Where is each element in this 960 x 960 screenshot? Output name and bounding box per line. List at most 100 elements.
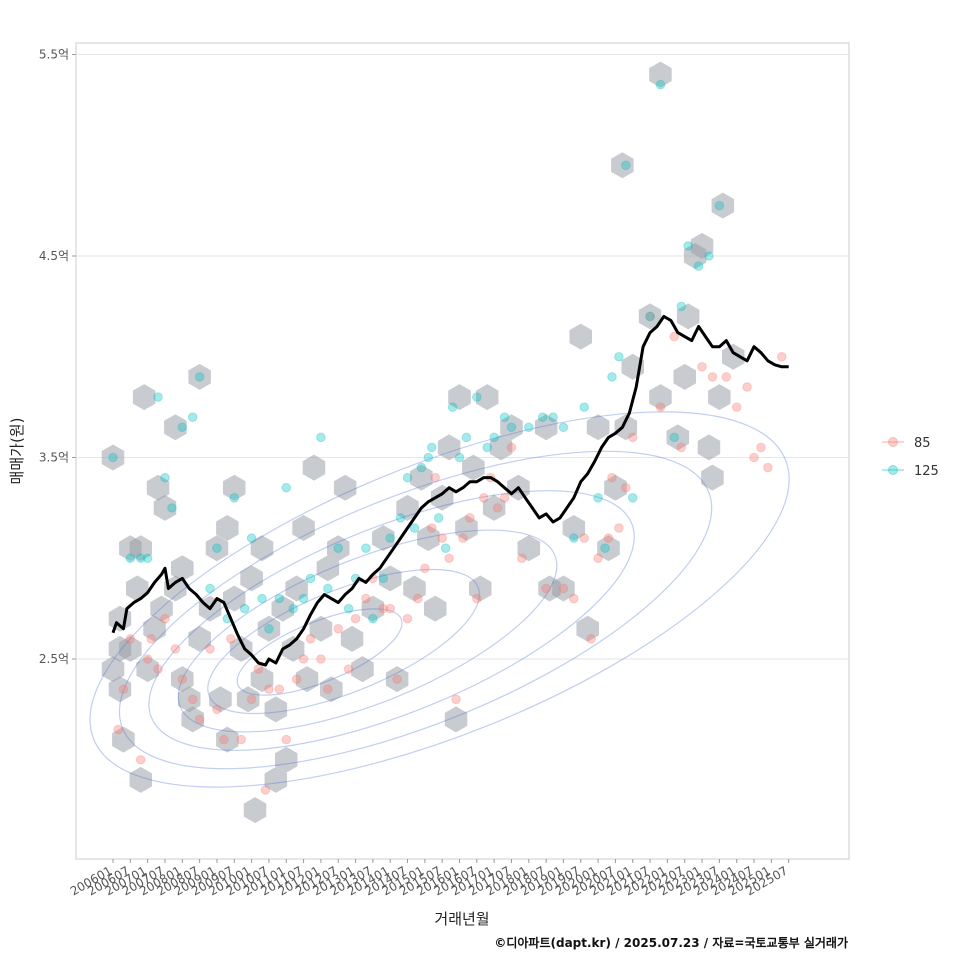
hexbin-cell	[302, 454, 326, 481]
point-series-125	[142, 553, 153, 564]
point-series-125	[395, 513, 406, 523]
hexbin-cell	[604, 474, 627, 501]
point-series-85	[593, 553, 603, 564]
hexbin-cell	[482, 494, 506, 521]
point-series-85	[478, 493, 489, 503]
point-series-85	[776, 351, 787, 362]
hexbin-cell	[430, 484, 454, 511]
hexbin-cell	[361, 595, 385, 622]
hexbin-cell	[236, 686, 260, 713]
hexbin-cell	[216, 515, 239, 541]
point-series-85	[170, 644, 181, 654]
point-series-85	[246, 694, 257, 705]
hexbin-cell	[476, 384, 499, 411]
hexbin-cell	[295, 666, 319, 693]
point-series-85	[517, 553, 527, 564]
hexbin-cell	[489, 434, 513, 461]
point-series-125	[167, 503, 177, 513]
point-series-85	[113, 724, 123, 735]
point-series-125	[579, 402, 590, 412]
hexbin-cell	[320, 676, 343, 703]
point-series-125	[343, 603, 354, 614]
point-series-125	[125, 553, 136, 564]
point-series-85	[160, 613, 170, 624]
point-series-85	[645, 311, 655, 322]
point-series-85	[426, 523, 437, 533]
hexbin-cell	[697, 434, 721, 461]
point-series-125	[239, 603, 250, 614]
density-contour	[118, 450, 713, 770]
hexbin-cell	[403, 575, 426, 602]
hexbin-cell	[223, 474, 246, 501]
hexbin-cell	[171, 666, 194, 693]
point-series-85	[281, 734, 292, 745]
legend: 85 125	[882, 436, 939, 479]
point-series-125	[433, 513, 444, 523]
point-series-125	[288, 603, 298, 614]
hexbin-cell	[188, 625, 211, 652]
hexbin-cell	[188, 363, 211, 390]
point-series-125	[368, 613, 378, 624]
hexbin-cell	[500, 414, 523, 441]
hexbin-cell	[597, 535, 620, 562]
point-series-85	[125, 634, 136, 644]
point-series-125	[160, 472, 170, 483]
point-series-125	[135, 553, 146, 564]
point-series-85	[402, 613, 413, 624]
hexbin-cell	[275, 746, 298, 773]
point-series-85	[274, 684, 285, 695]
point-series-125	[645, 311, 655, 322]
hexbin-cell	[701, 464, 724, 491]
hexbin-cell	[132, 384, 156, 411]
point-series-125	[655, 79, 666, 90]
point-series-85	[236, 734, 247, 745]
point-series-125	[440, 543, 451, 553]
point-series-85	[444, 553, 454, 564]
point-series-85	[707, 372, 718, 382]
point-series-125	[506, 422, 517, 433]
hexbin-cell	[171, 555, 194, 582]
point-series-125	[482, 442, 493, 453]
hexbin-cell	[250, 535, 274, 562]
point-series-85	[177, 674, 188, 684]
point-series-85	[749, 452, 759, 463]
point-series-125	[402, 472, 413, 483]
point-series-85	[492, 503, 503, 513]
point-series-125	[416, 462, 427, 473]
point-series-85	[669, 331, 680, 342]
point-series-125	[627, 493, 638, 503]
hexbin-cell	[316, 555, 340, 582]
hexbin-cell	[552, 575, 575, 602]
legend-swatch-125	[888, 465, 898, 475]
point-series-85	[558, 583, 569, 594]
point-series-85	[742, 382, 752, 392]
hexbin-cell	[569, 323, 592, 350]
point-series-125	[187, 412, 198, 423]
hexbin-cell	[146, 474, 170, 501]
point-series-85	[194, 714, 205, 725]
hexbin-cell	[112, 726, 135, 753]
hexbin-cell	[216, 726, 239, 753]
point-series-85	[350, 613, 361, 624]
point-series-85	[142, 654, 153, 664]
point-series-125	[489, 432, 499, 443]
hexbin-cell	[264, 766, 288, 793]
point-series-125	[361, 543, 371, 553]
hexbin-cell	[243, 797, 267, 824]
legend-label-125: 125	[914, 464, 939, 479]
y-tick-labels: 2.5억 3.5억 4.5억 5.5억	[39, 48, 69, 667]
point-series-85	[385, 603, 396, 614]
point-series-125	[409, 523, 420, 533]
point-series-125	[385, 533, 396, 543]
point-series-125	[212, 543, 222, 553]
point-series-85	[731, 402, 742, 412]
hexbin-cell	[576, 615, 599, 642]
point-series-125	[676, 301, 687, 312]
point-series-85	[343, 664, 354, 674]
point-series-85	[458, 533, 468, 543]
point-series-125	[614, 351, 624, 362]
hexbin-cell	[385, 666, 409, 693]
hexbin-cell	[711, 192, 735, 219]
point-series-125	[548, 412, 558, 423]
hexbin-cell	[333, 474, 357, 501]
